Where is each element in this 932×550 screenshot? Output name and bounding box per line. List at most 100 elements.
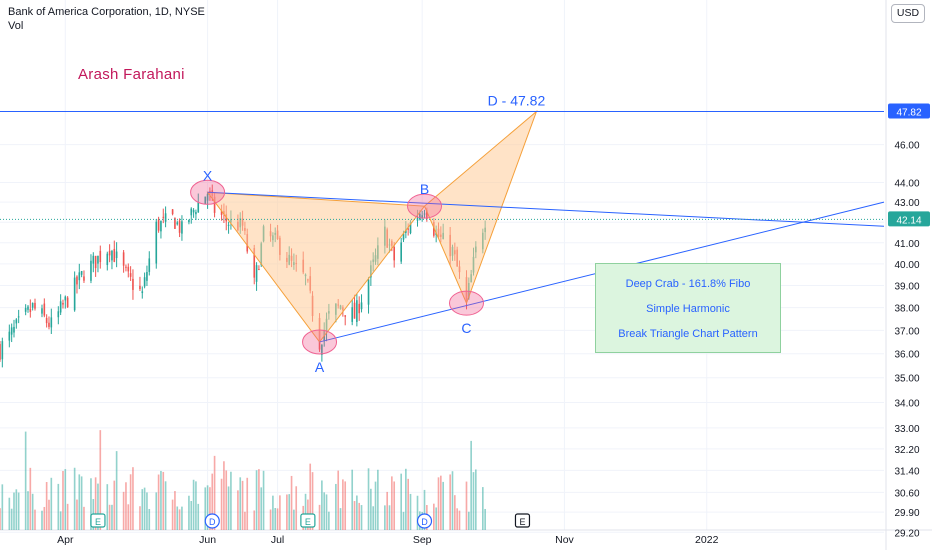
time-tick-label: Sep (413, 534, 432, 546)
candle-body (122, 252, 125, 266)
price-tick-label: 43.00 (894, 198, 919, 209)
volume-bar (192, 479, 195, 530)
symbol-title: Bank of America Corporation, 1D, NYSE (8, 6, 205, 18)
volume-label: Vol (8, 20, 24, 32)
candle-body (174, 218, 176, 229)
candle-body (34, 302, 36, 309)
volume-bar (99, 430, 102, 530)
volume-bar (143, 487, 146, 530)
candle-body (353, 302, 356, 319)
candle-body (344, 315, 347, 317)
candle-body (43, 303, 46, 316)
candle-body (206, 193, 209, 201)
candle-body (73, 277, 76, 311)
time-tick-label: 2022 (695, 534, 719, 546)
volume-bar (10, 508, 13, 530)
point-highlight-c (448, 290, 484, 316)
candle-body (57, 311, 60, 318)
volume-bar (188, 495, 190, 530)
candle-body (24, 307, 27, 312)
event-marker-label: D (421, 517, 428, 527)
candle-body (127, 266, 130, 272)
volume-bar (141, 489, 144, 530)
candle-body (90, 260, 92, 281)
price-tick-label: 35.00 (894, 374, 919, 385)
volume-bar (304, 493, 307, 530)
candle-body (129, 273, 132, 277)
volume-bar (400, 473, 402, 530)
volume-bar (157, 474, 160, 530)
volume-bar (437, 477, 440, 530)
candle-body (356, 300, 358, 322)
volume-bar (178, 509, 181, 530)
volume-bar (73, 467, 76, 530)
time-tick-label: Apr (57, 534, 74, 546)
candle-body (426, 210, 428, 219)
candle-body (1, 341, 4, 360)
volume-bar (274, 508, 277, 530)
volume-bar (370, 488, 372, 530)
candle-body (17, 316, 20, 318)
volume-bar (24, 431, 27, 530)
volume-bar (146, 492, 148, 530)
volume-bar (377, 469, 379, 530)
candle-body (393, 247, 396, 261)
candle-body (258, 269, 260, 271)
volume-bar (164, 481, 167, 530)
volume-bar (409, 493, 412, 530)
volume-bar (253, 510, 256, 530)
volume-bar (269, 509, 272, 530)
volume-bar (358, 502, 361, 530)
volume-bar (106, 484, 109, 530)
volume-bar (171, 499, 174, 530)
volume-bar (402, 511, 405, 530)
volume-bar (241, 480, 244, 530)
candle-body (50, 317, 53, 328)
volume-bar (325, 494, 328, 530)
volume-bar (122, 491, 125, 530)
candle-body (64, 296, 67, 301)
price-tick-label: 31.40 (894, 466, 919, 477)
volume-bar (13, 492, 15, 530)
volume-bar (454, 495, 456, 530)
candle-body (27, 306, 29, 310)
candle-body (253, 248, 256, 278)
candle-body (8, 331, 11, 341)
currency-button[interactable]: USD (891, 4, 925, 23)
point-highlight-b (407, 193, 443, 219)
candle-body (125, 266, 127, 268)
event-marker-label: D (209, 517, 216, 527)
candle-body (178, 220, 181, 233)
candle-body (255, 265, 258, 282)
volume-bar (470, 440, 472, 530)
candle-body (115, 251, 118, 259)
candle-body (0, 344, 1, 360)
volume-bar (209, 487, 211, 530)
volume-bar (62, 470, 64, 530)
volume-bar (111, 504, 113, 530)
price-tick-label: 39.00 (894, 281, 919, 292)
candle-body (227, 224, 230, 226)
candle-body (62, 302, 64, 305)
volume-bar (388, 505, 391, 530)
event-marker-label: E (519, 517, 525, 527)
volume-bar (41, 510, 43, 530)
candle-body (164, 213, 167, 222)
price-tick-label: 34.00 (894, 398, 919, 409)
volume-bar (181, 506, 183, 530)
candle-body (59, 301, 62, 313)
candle-body (106, 253, 109, 266)
volume-bar (246, 477, 249, 530)
volume-bar (8, 497, 11, 530)
point-highlight-x (190, 179, 226, 205)
candle-body (176, 222, 179, 225)
pattern-xab-triangle (206, 191, 426, 343)
volume-bar (17, 492, 20, 530)
volume-bar (244, 511, 246, 530)
price-axis: 46.0044.0043.0042.0041.0040.0039.0038.00… (888, 103, 930, 539)
volume-bar (220, 478, 223, 530)
volume-bar (27, 491, 29, 530)
volume-bar (43, 506, 46, 530)
price-tick-label: 38.00 (894, 304, 919, 315)
